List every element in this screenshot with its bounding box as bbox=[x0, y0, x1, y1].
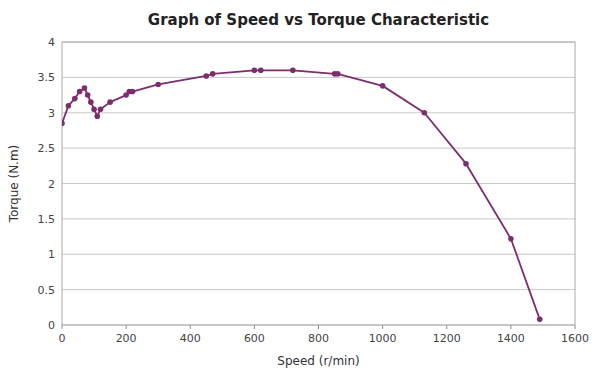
point bbox=[290, 68, 296, 74]
y-axis-label: Torque (N.m) bbox=[7, 145, 21, 224]
chart: 0 0.5 1 1.5 2 2.5 3 3.5 4 0 200 400 600 800 1000 1200 14… bbox=[0, 0, 593, 377]
tick-mark bbox=[382, 325, 383, 329]
point bbox=[380, 83, 386, 89]
point bbox=[130, 89, 136, 95]
tick-mark bbox=[446, 325, 447, 329]
point bbox=[258, 68, 264, 74]
grid-line bbox=[62, 112, 575, 113]
tick-label: 400 bbox=[180, 332, 201, 345]
point bbox=[91, 106, 97, 112]
point bbox=[335, 71, 341, 77]
tick-label: 0 bbox=[48, 319, 55, 332]
title: Graph of Speed vs Torque Characteristic bbox=[148, 11, 489, 29]
point bbox=[252, 68, 258, 74]
tick-label: 2 bbox=[48, 178, 55, 191]
tick-label: 800 bbox=[308, 332, 329, 345]
tick-label: 3 bbox=[48, 107, 55, 120]
grid-line bbox=[62, 183, 575, 184]
series bbox=[62, 68, 543, 323]
point bbox=[88, 99, 94, 105]
tick-mark bbox=[190, 325, 191, 329]
tick-label: 0.5 bbox=[38, 284, 56, 297]
tick-label: 1000 bbox=[369, 332, 397, 345]
point bbox=[463, 161, 469, 167]
point bbox=[508, 236, 514, 242]
point bbox=[82, 85, 88, 91]
point bbox=[98, 106, 104, 112]
tick-mark bbox=[318, 325, 319, 329]
tick-mark bbox=[62, 325, 63, 329]
grid-line bbox=[62, 77, 575, 78]
point bbox=[85, 92, 91, 98]
tick-label: 1400 bbox=[497, 332, 525, 345]
point bbox=[107, 99, 113, 105]
point bbox=[94, 113, 100, 119]
tick-label: 0 bbox=[59, 332, 66, 345]
line bbox=[62, 70, 540, 319]
tick-mark bbox=[254, 325, 255, 329]
point bbox=[72, 96, 78, 102]
tick-label: 1600 bbox=[561, 332, 589, 345]
point bbox=[203, 73, 209, 79]
point bbox=[155, 82, 161, 88]
tick-mark bbox=[510, 325, 511, 329]
tick-label: 4 bbox=[48, 36, 55, 49]
tick-label: 1 bbox=[48, 248, 55, 261]
tick-label: 200 bbox=[116, 332, 137, 345]
tick-label: 2.5 bbox=[38, 142, 56, 155]
tick-label: 1200 bbox=[433, 332, 461, 345]
tick-mark bbox=[575, 325, 576, 329]
grid-line bbox=[62, 148, 575, 149]
point bbox=[62, 121, 65, 127]
grid-line bbox=[62, 254, 575, 255]
point bbox=[537, 317, 543, 323]
plot-area bbox=[62, 42, 575, 325]
tick-label: 3.5 bbox=[38, 71, 56, 84]
tick-label: 1.5 bbox=[38, 213, 56, 226]
grid-line bbox=[62, 289, 575, 290]
point bbox=[422, 110, 428, 116]
x-axis-label: Speed (r/min) bbox=[277, 354, 359, 368]
tick-mark bbox=[126, 325, 127, 329]
point bbox=[66, 103, 72, 109]
plot-frame bbox=[62, 42, 575, 325]
point bbox=[210, 71, 216, 77]
point bbox=[77, 89, 83, 95]
tick-label: 600 bbox=[244, 332, 265, 345]
